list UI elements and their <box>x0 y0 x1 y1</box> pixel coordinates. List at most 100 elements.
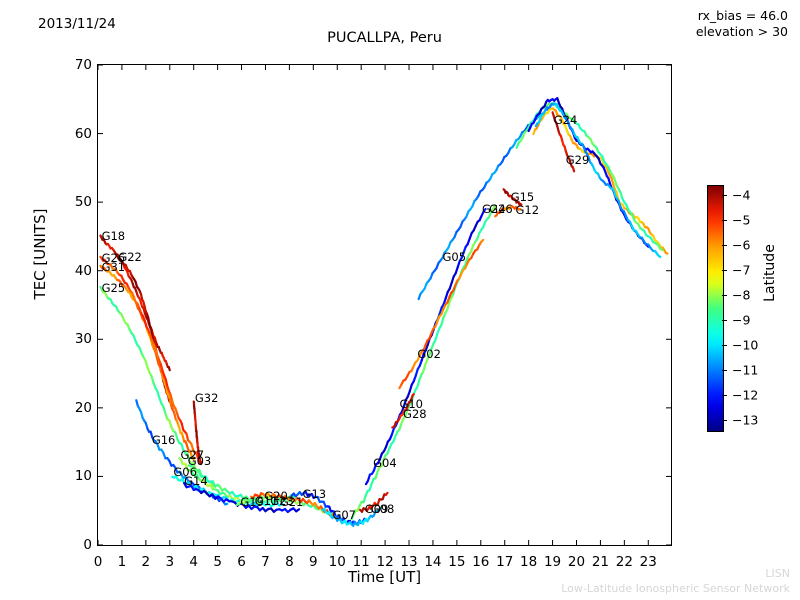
colorbar-tick-mark <box>722 394 727 396</box>
satellite-label-g09: G09 <box>364 501 389 516</box>
colorbar-tick-mark <box>722 369 727 371</box>
satellite-label-g25: G25 <box>101 280 126 295</box>
x-tick-label: 19 <box>543 554 562 570</box>
series-g26 <box>99 255 202 464</box>
y-tick-label: 50 <box>74 194 92 211</box>
y-tick-label: 0 <box>83 537 92 553</box>
satellite-label-g23: G23 <box>270 494 294 509</box>
series-g32 <box>192 400 202 466</box>
colorbar-tick-mark <box>722 194 727 196</box>
satellite-label-g12: G12 <box>515 202 540 217</box>
colorbar-gradient <box>708 186 723 431</box>
colorbar-tick-label: −12 <box>732 387 759 403</box>
x-tick-label: 23 <box>639 554 657 570</box>
colorbar <box>707 185 724 432</box>
colorbar-tick-mark <box>722 319 727 321</box>
colorbar-tick-mark <box>722 244 727 246</box>
satellite-label-g22: G22 <box>118 250 142 264</box>
series-g29 <box>551 111 576 173</box>
series-g11 <box>534 102 662 259</box>
satellite-label-g04: G04 <box>373 455 397 470</box>
x-tick-label: 5 <box>213 554 222 570</box>
x-tick-label: 13 <box>400 554 418 570</box>
x-tick-label: 1 <box>117 554 127 570</box>
x-tick-label: 0 <box>93 554 103 570</box>
x-tick-label: 12 <box>376 554 394 570</box>
satellite-label-g15: G15 <box>510 189 535 204</box>
page-title: PUCALLPA, Peru <box>327 30 442 46</box>
plot-canvas <box>98 65 671 545</box>
y-tick-label: 70 <box>74 57 92 73</box>
y-tick-label: 30 <box>74 331 92 348</box>
colorbar-label: Latitude <box>762 244 778 302</box>
x-tick-label: 18 <box>520 554 538 570</box>
x-tick-label: 6 <box>237 554 246 570</box>
x-tick-label: 15 <box>448 554 466 570</box>
satellite-label-g28: G28 <box>403 407 427 422</box>
series-g02 <box>398 238 485 390</box>
x-tick-label: 17 <box>496 554 514 570</box>
satellite-label-g11: G11 <box>254 494 279 509</box>
y-axis-label: TEC [UNITS] <box>31 208 49 300</box>
satellite-label-g16: G16 <box>151 433 176 448</box>
satellite-label-g26: G26 <box>101 250 126 265</box>
series-g12 <box>494 204 522 218</box>
plot-parameters-note: rx_bias = 46.0 elevation > 30 <box>695 8 788 39</box>
series-g24 <box>532 107 669 255</box>
x-tick-label: 22 <box>615 554 633 570</box>
satellite-label-g31: G31 <box>101 259 126 274</box>
colorbar-tick-label: −8 <box>732 287 751 303</box>
satellite-label-g29: G29 <box>565 152 590 167</box>
satellite-label-g26: G26 <box>489 202 513 216</box>
satellite-label-g32: G32 <box>194 391 219 406</box>
colorbar-tick-label: −9 <box>732 312 751 328</box>
colorbar-tick-mark <box>722 344 727 346</box>
series-g08 <box>357 491 389 513</box>
x-tick-label: 3 <box>165 554 175 570</box>
series-g15 <box>502 188 523 206</box>
satellite-label-g19: G19 <box>240 495 264 510</box>
satellite-label-g21: G21 <box>279 495 304 510</box>
x-tick-label: 14 <box>424 554 442 570</box>
y-tick-label: 40 <box>74 262 92 279</box>
x-tick-label: 16 <box>472 554 490 570</box>
colorbar-tick-label: −4 <box>732 187 751 203</box>
date-stamp: 2013/11/24 <box>38 16 116 32</box>
x-tick-label: 10 <box>328 554 346 570</box>
satellite-label-g07: G07 <box>332 507 356 522</box>
series-g25 <box>99 285 217 488</box>
satellite-label-g24: G24 <box>481 202 506 216</box>
x-tick-label: 2 <box>141 554 151 570</box>
satellite-label-g08: G08 <box>370 501 395 516</box>
series-g28 <box>391 393 415 429</box>
satellite-label-g27: G27 <box>180 448 205 463</box>
satellite-label-g10: G10 <box>399 397 423 412</box>
colorbar-tick-label: −10 <box>732 337 759 353</box>
x-tick-label: 4 <box>189 554 198 570</box>
x-tick-label: 8 <box>285 554 294 570</box>
satellite-label-g02: G02 <box>417 347 441 362</box>
satellite-label-g20: G20 <box>264 489 288 504</box>
satellite-label-g05: G05 <box>442 250 467 264</box>
satellite-label-g24: G24 <box>553 112 578 127</box>
x-axis-tick-labels: 0 1 2 3 4 5 6 7 8 9 10 11 12 13 14 15 16 17 18 19 20 21 22 23 <box>0 550 800 576</box>
y-tick-label: 20 <box>74 399 92 416</box>
plot-axes <box>97 64 672 546</box>
colorbar-tick-label: −5 <box>732 212 751 228</box>
satellite-label-g13: G13 <box>302 487 327 502</box>
colorbar-tick-label: −6 <box>732 237 751 253</box>
colorbar-tick-label: −13 <box>732 412 759 428</box>
x-axis-label: Time [UT] <box>347 568 422 586</box>
series-g07 <box>321 506 382 527</box>
y-tick-label: 10 <box>74 468 92 485</box>
satellite-label-g18: G18 <box>101 229 126 244</box>
satellite-label-g14: G14 <box>184 474 208 489</box>
colorbar-tick-mark <box>722 294 727 296</box>
colorbar-tick-mark <box>722 269 727 271</box>
colorbar-tick-mark <box>722 419 727 421</box>
satellite-label-g03: G03 <box>187 453 212 468</box>
series-g04 <box>350 204 497 521</box>
x-tick-label: 21 <box>591 554 609 570</box>
y-axis-tick-labels: 0 10 20 30 40 50 60 70 <box>50 0 92 600</box>
